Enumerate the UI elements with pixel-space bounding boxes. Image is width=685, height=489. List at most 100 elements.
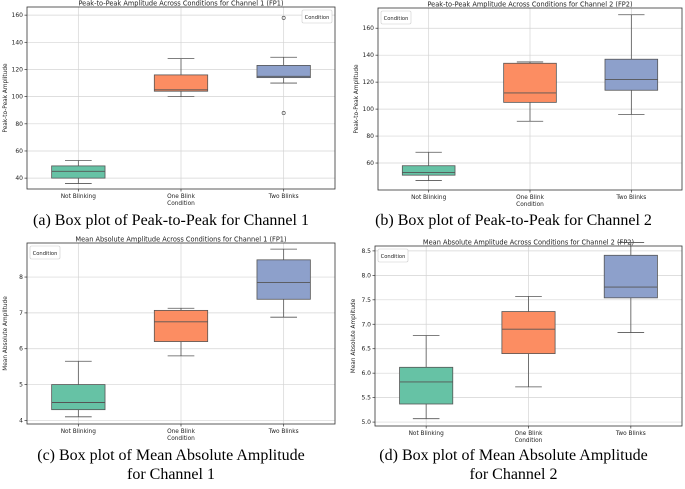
y-tick-label: 6.5 <box>361 346 371 353</box>
figure-caption: (c) Box plot of Mean Absolute Amplitude … <box>37 447 305 483</box>
box-iqr <box>153 74 209 92</box>
x-tick-label: One Blink <box>516 195 545 201</box>
legend-title: Condition <box>384 16 409 22</box>
legend-box <box>301 9 333 24</box>
box-one-blink <box>501 295 556 388</box>
legend-title: Condition <box>381 254 406 260</box>
x-tick-label: One Blink <box>167 429 196 435</box>
x-tick-label: Two Blinks <box>615 431 646 437</box>
y-tick-label: 8 <box>19 274 23 281</box>
y-axis-label: Peak-to-Peak Amplitude <box>354 64 360 134</box>
legend-title: Condition <box>33 251 58 257</box>
x-tick-label: Two Blinks <box>615 195 646 201</box>
y-tick-label: 5.0 <box>361 419 371 426</box>
y-tick-label: 160 <box>12 12 24 19</box>
x-axis-label: Condition <box>167 436 195 442</box>
outlier-point <box>281 110 286 115</box>
y-tick-label: 100 <box>12 94 24 101</box>
y-tick-label: 8.0 <box>361 272 371 279</box>
x-tick-label: Not Blinking <box>61 429 97 435</box>
box-iqr <box>603 254 658 299</box>
box-two-blinks <box>256 248 311 318</box>
grid <box>27 7 335 189</box>
y-axis-label: Mean Absolute Amplitude <box>351 298 357 373</box>
y-tick-label: 4 <box>19 417 23 424</box>
y-tick-label: 140 <box>12 39 24 46</box>
chart-panel-fp2-peak: Peak-to-Peak Amplitude Across Conditions… <box>342 0 685 235</box>
y-tick-label: 140 <box>363 52 375 59</box>
figure-caption: (b) Box plot of Peak-to-Peak for Channel… <box>375 212 652 229</box>
chart-panel-fp1-peak: Peak-to-Peak Amplitude Across Conditions… <box>0 0 342 235</box>
y-axis-label: Peak-to-Peak Amplitude <box>3 63 9 133</box>
legend-box <box>29 245 61 260</box>
box-iqr <box>604 58 659 91</box>
y-tick-label: 120 <box>363 79 375 86</box>
box-iqr <box>399 366 454 405</box>
box-iqr <box>51 165 106 179</box>
y-axis-label: Mean Absolute Amplitude <box>3 296 9 371</box>
box-not-blinking <box>51 360 106 418</box>
y-tick-label: 40 <box>15 175 23 182</box>
chart-svg: Peak-to-Peak Amplitude Across Conditions… <box>354 1 683 208</box>
y-tick-label: 8.5 <box>361 248 371 255</box>
chart-svg: Mean Absolute Amplitude Across Condition… <box>351 239 683 444</box>
chart-panel-fp1-mean: Mean Absolute Amplitude Across Condition… <box>0 236 342 489</box>
box-iqr <box>256 65 311 79</box>
x-axis-label: Condition <box>167 201 195 207</box>
chart-svg: Peak-to-Peak Amplitude Across Conditions… <box>3 0 336 207</box>
y-tick-label: 6 <box>19 346 23 353</box>
box-two-blinks <box>603 242 658 333</box>
x-axis-label: Condition <box>515 438 543 444</box>
y-tick-label: 6.0 <box>361 370 371 377</box>
chart-title: Mean Absolute Amplitude Across Condition… <box>423 239 634 247</box>
legend: Condition <box>380 10 412 25</box>
x-tick-label: One Blink <box>515 431 544 437</box>
figure-caption: (d) Box plot of Mean Absolute Amplitude … <box>379 447 648 483</box>
box-iqr <box>153 309 209 342</box>
figure-caption: (a) Box plot of Peak-to-Peak for Channel… <box>33 212 309 229</box>
x-tick-label: Not Blinking <box>61 194 97 200</box>
box-iqr <box>51 384 106 411</box>
x-tick-label: One Blink <box>167 194 196 200</box>
box-iqr <box>401 165 456 176</box>
x-tick-label: Not Blinking <box>409 431 445 437</box>
box-two-blinks <box>604 14 659 115</box>
y-tick-label: 7.5 <box>361 297 371 304</box>
y-tick-label: 160 <box>363 25 375 32</box>
chart-panel-fp2-mean: Mean Absolute Amplitude Across Condition… <box>342 237 685 489</box>
y-tick-label: 7.0 <box>361 321 371 328</box>
y-tick-label: 80 <box>366 133 374 140</box>
chart-svg: Mean Absolute Amplitude Across Condition… <box>3 236 336 442</box>
box-not-blinking <box>401 151 456 181</box>
y-tick-label: 60 <box>366 160 374 167</box>
outlier-point <box>281 15 286 20</box>
legend-title: Condition <box>305 15 330 21</box>
chart-title: Peak-to-Peak Amplitude Across Conditions… <box>78 0 283 8</box>
legend: Condition <box>301 9 333 24</box>
box-iqr <box>501 311 556 355</box>
y-tick-label: 5.5 <box>361 395 371 402</box>
legend: Condition <box>29 245 61 260</box>
y-tick-label: 80 <box>15 121 23 128</box>
legend: Condition <box>377 248 409 263</box>
box-iqr <box>503 62 557 103</box>
y-tick-label: 60 <box>15 148 23 155</box>
legend-box <box>380 10 412 25</box>
box-not-blinking <box>399 335 454 420</box>
y-tick-label: 7 <box>19 310 23 317</box>
box-not-blinking <box>51 160 106 184</box>
box-one-blink <box>503 61 557 122</box>
box-one-blink <box>153 58 209 98</box>
y-tick-label: 120 <box>12 66 24 73</box>
legend-box <box>377 248 409 263</box>
y-tick-label: 5 <box>19 382 23 389</box>
box-two-blinks <box>256 15 311 115</box>
x-axis-label: Condition <box>516 202 544 208</box>
chart-title: Peak-to-Peak Amplitude Across Conditions… <box>427 1 632 9</box>
chart-title: Mean Absolute Amplitude Across Condition… <box>75 236 286 244</box>
box-iqr <box>256 259 311 300</box>
x-tick-label: Not Blinking <box>411 195 447 201</box>
box-one-blink <box>153 307 209 357</box>
x-tick-label: Two Blinks <box>268 429 299 435</box>
y-tick-label: 100 <box>363 106 375 113</box>
